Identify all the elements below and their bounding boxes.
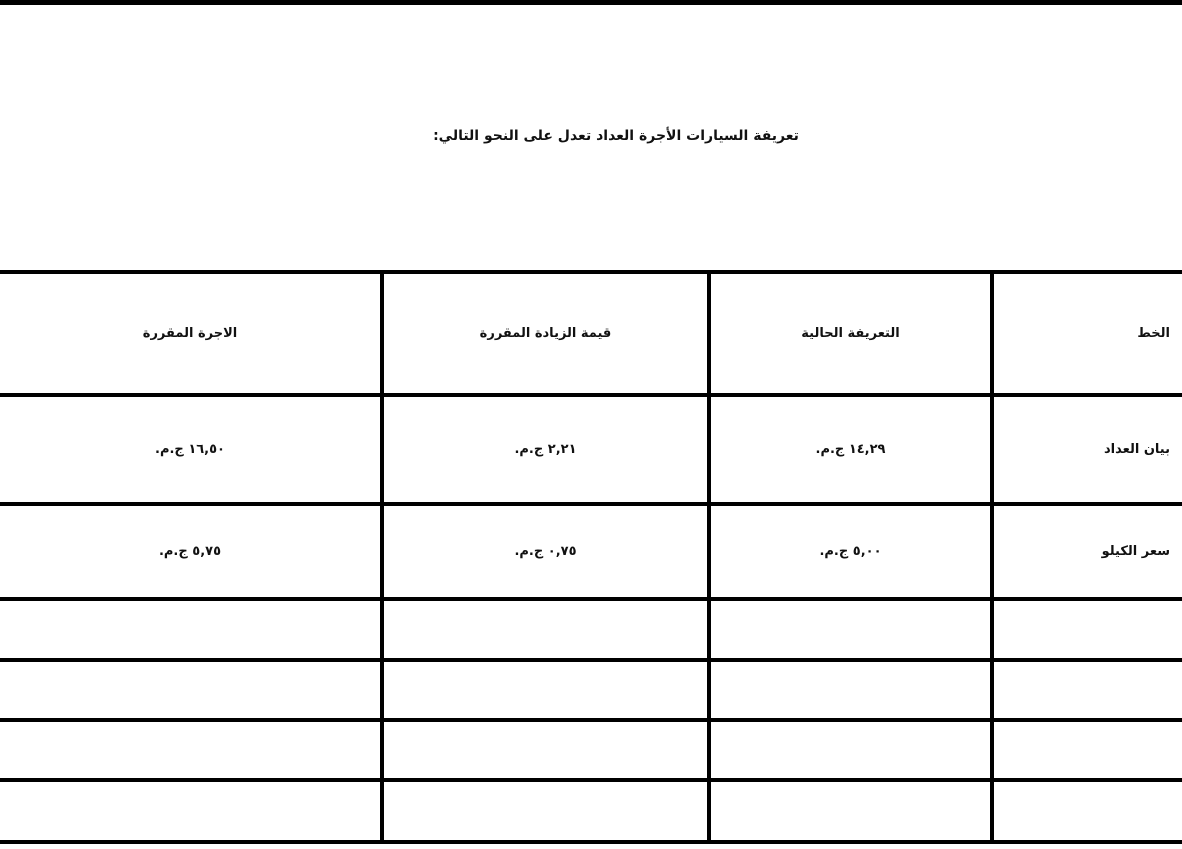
empty-cell [707,597,994,662]
header-new-fare: الاجرة المقررة [0,270,384,397]
header-current-fare: التعريفة الحالية [707,270,994,397]
empty-cell [380,718,711,782]
empty-cell [707,778,994,844]
empty-cell [990,597,1182,662]
empty-cell [380,597,711,662]
cell: سعر الكيلو [990,502,1182,601]
empty-row [0,718,1182,782]
empty-cell [0,658,384,722]
empty-cell [0,597,384,662]
top-border-line [0,0,1182,5]
header-increase: قيمة الزيادة المقررة [380,270,711,397]
cell: ١٦,٥٠ ج.م. [0,393,384,506]
table-row: بيان العداد ١٤,٢٩ ج.م. ٢,٢١ ج.م. ١٦,٥٠ ج… [0,393,1182,506]
empty-row [0,658,1182,722]
empty-cell [990,718,1182,782]
empty-row [0,778,1182,844]
empty-cell [707,658,994,722]
empty-cell [990,658,1182,722]
empty-cell [990,778,1182,844]
cell: ٥,٧٥ ج.م. [0,502,384,601]
empty-cell [707,718,994,782]
empty-cell [380,778,711,844]
empty-cell [380,658,711,722]
cell: ٠,٧٥ ج.م. [380,502,711,601]
cell: ٥,٠٠ ج.م. [707,502,994,601]
header-line: الخط [990,270,1182,397]
header-row: الخط التعريفة الحالية قيمة الزيادة المقر… [0,270,1182,397]
cell: ٢,٢١ ج.م. [380,393,711,506]
table-row: سعر الكيلو ٥,٠٠ ج.م. ٠,٧٥ ج.م. ٥,٧٥ ج.م. [0,502,1182,601]
fare-table: الخط التعريفة الحالية قيمة الزيادة المقر… [0,270,1182,844]
empty-row [0,597,1182,662]
cell: بيان العداد [990,393,1182,506]
cell: ١٤,٢٩ ج.م. [707,393,994,506]
empty-cell [0,778,384,844]
document-title: تعريفة السيارات الأجرة العداد تعدل على ا… [433,128,799,144]
empty-cell [0,718,384,782]
